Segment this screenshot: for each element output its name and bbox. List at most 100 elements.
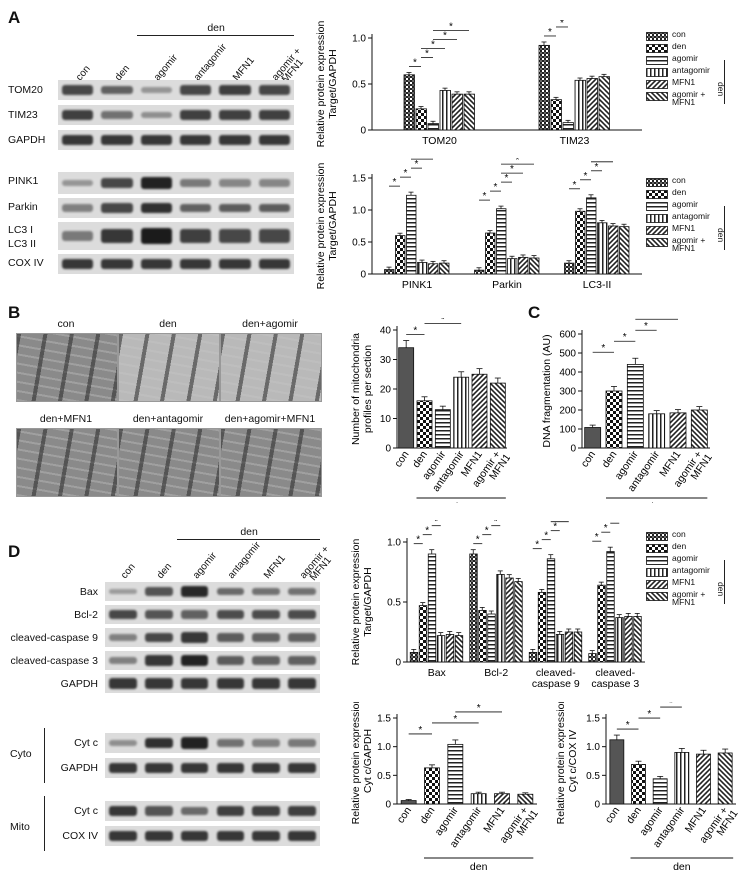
bar-con bbox=[528, 651, 538, 663]
panel-letter-b: B bbox=[8, 303, 21, 322]
x-category-label: cleaved- bbox=[595, 667, 635, 679]
bar-agomir-mfn1 bbox=[439, 262, 450, 275]
significance-star: * bbox=[393, 177, 397, 188]
bar-con bbox=[584, 427, 602, 449]
significance-star: * bbox=[453, 714, 457, 725]
bar-antagomir bbox=[615, 617, 624, 663]
y-tick-label: 0 bbox=[570, 444, 576, 455]
bar-agomir-mfn1 bbox=[529, 257, 540, 275]
lane-label: MFN1 bbox=[231, 55, 257, 84]
bar-agomir bbox=[606, 551, 615, 663]
blot-band bbox=[62, 179, 94, 187]
y-tick-label: 300 bbox=[559, 387, 576, 398]
group-bracket-label: den bbox=[452, 501, 470, 503]
y-tick-label: 1.0 bbox=[377, 742, 391, 753]
blot-band bbox=[288, 678, 316, 689]
chart-a-tom20-tim23: 0 0.5 1.0 Relative protein expression Target… bbox=[315, 20, 642, 147]
blot-band bbox=[258, 134, 290, 146]
blot-band bbox=[252, 805, 281, 817]
blot-strip-cox-iv bbox=[58, 254, 294, 274]
legend-label: MFN1 bbox=[672, 77, 696, 87]
bar-den bbox=[597, 584, 606, 663]
blot-band bbox=[258, 229, 290, 243]
legend-swatch bbox=[646, 226, 668, 235]
bar-mfn1 bbox=[471, 373, 488, 449]
legend-swatch bbox=[646, 214, 668, 223]
mito-label: Mito bbox=[10, 821, 30, 833]
panel-letter-c: C bbox=[528, 303, 541, 322]
tem-label: den+agomir+MFN1 bbox=[224, 413, 316, 425]
bar-agomir bbox=[562, 122, 574, 131]
bar-con bbox=[403, 74, 415, 131]
legend-swatch bbox=[646, 92, 668, 101]
blot-strip-row bbox=[105, 758, 320, 778]
blot-strip-lc3 bbox=[58, 222, 294, 250]
legend-swatch bbox=[646, 32, 668, 41]
blot-band bbox=[219, 203, 251, 213]
legend-label: antagomir bbox=[672, 211, 710, 221]
cyto-label: Cyto bbox=[10, 748, 32, 760]
significance-star: * bbox=[443, 31, 447, 42]
blot-band bbox=[144, 655, 173, 666]
significance-star: * bbox=[431, 40, 435, 51]
blot-band bbox=[140, 176, 172, 190]
group-bracket-label: den bbox=[240, 526, 258, 538]
bar-mfn1 bbox=[451, 93, 463, 131]
significance-star: * bbox=[573, 180, 577, 191]
significance-star: * bbox=[601, 343, 605, 354]
legend-bracket-line bbox=[724, 206, 725, 250]
tem-label: den+antagomir bbox=[132, 413, 204, 425]
blot-band bbox=[288, 587, 316, 596]
blot-band bbox=[109, 634, 137, 641]
chart-c-dna-fragmentation: 0 100 200 300 400 500 600 DNA fragmentation (AU… bbox=[541, 318, 715, 503]
tem-label: con bbox=[57, 318, 75, 330]
legend-label: agomir + MFN1 bbox=[672, 235, 706, 253]
bar-agomir bbox=[487, 613, 496, 663]
legend-label: den bbox=[672, 187, 687, 197]
significance-star: * bbox=[544, 531, 548, 542]
bar-agomir bbox=[546, 558, 556, 663]
x-category-label: con bbox=[579, 449, 599, 470]
significance-star: * bbox=[413, 326, 417, 337]
blot-row-label: Parkin bbox=[8, 201, 38, 213]
y-tick-label: 0.5 bbox=[352, 80, 366, 91]
blot-band bbox=[180, 762, 209, 774]
y-tick-label: 1.5 bbox=[352, 174, 366, 185]
legend-swatch bbox=[646, 238, 668, 247]
blot-band bbox=[219, 84, 251, 96]
blot-band bbox=[62, 230, 94, 242]
chart-d-cytc-coxiv: 0 0.5 1.0 1.5 Relative protein expression Cyt… bbox=[555, 702, 741, 873]
panel-letter-d: D bbox=[8, 542, 21, 561]
blot-band bbox=[144, 610, 173, 619]
blot-band bbox=[62, 85, 94, 95]
bar-agomir-mfn1 bbox=[517, 793, 534, 805]
legend-swatch bbox=[646, 592, 668, 601]
significance-star: * bbox=[415, 159, 419, 170]
bar-agomir-mfn1 bbox=[489, 382, 506, 449]
significance-star: * bbox=[425, 49, 429, 60]
significance-star: * bbox=[505, 173, 509, 184]
x-category-label: Parkin bbox=[492, 279, 522, 291]
blot-band bbox=[180, 258, 212, 270]
bar-antagomir bbox=[470, 793, 487, 805]
x-category-label: den bbox=[418, 805, 438, 826]
blot-strip-parkin bbox=[58, 198, 294, 218]
tem-image bbox=[16, 333, 118, 402]
significance-star: * bbox=[558, 520, 562, 524]
blot-band bbox=[109, 762, 137, 774]
blot-band bbox=[216, 633, 245, 642]
blot-band bbox=[109, 678, 137, 689]
legend-label: den bbox=[672, 541, 687, 551]
bar-agomir-mfn1 bbox=[619, 226, 630, 275]
blot-band bbox=[101, 177, 133, 189]
bar-mfn1 bbox=[624, 616, 633, 663]
blot-band bbox=[219, 229, 251, 243]
legend-swatch bbox=[646, 556, 668, 565]
blot-band bbox=[216, 587, 245, 596]
bar-antagomir bbox=[555, 634, 565, 663]
blot-band bbox=[62, 134, 94, 146]
bar-antagomir bbox=[574, 79, 586, 131]
bar-antagomir bbox=[674, 752, 690, 805]
legend-bracket-line bbox=[724, 560, 725, 604]
blot-band bbox=[180, 134, 212, 146]
